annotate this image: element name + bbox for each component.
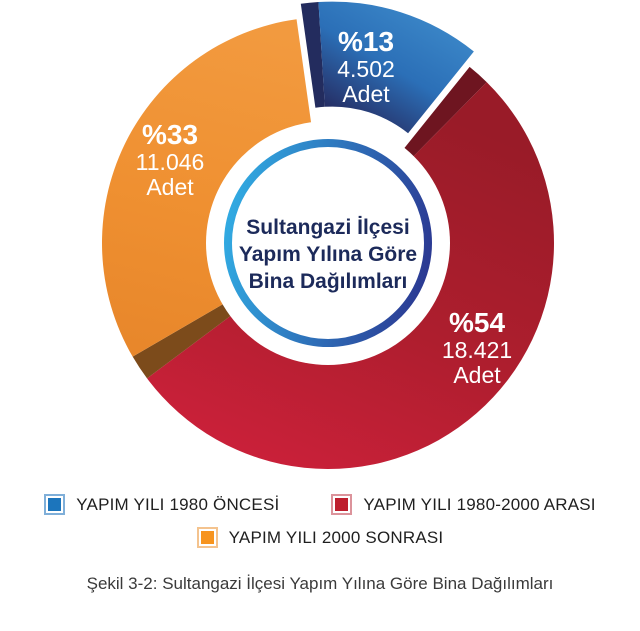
donut-chart: %13 4.502 Adet %54 18.421 Adet %33 11.04… — [102, 1, 555, 469]
legend-swatch-red-icon — [331, 494, 353, 515]
slice-edge-1980-2000-arasi — [403, 66, 487, 157]
slice-2000-sonrasi — [102, 19, 312, 379]
center-title-line: Bina Dağılımları — [248, 270, 408, 293]
figure-caption: Şekil 3-2: Sultangazi İlçesi Yapım Yılın… — [86, 574, 554, 593]
slice-edge-1980-oncesi — [300, 1, 325, 108]
legend-swatch-orange-icon — [196, 527, 218, 548]
slice-body-2000-sonrasi — [102, 19, 312, 357]
legend-label: YAPIM YILI 1980 ÖNCESİ — [76, 494, 280, 514]
legend-item-2000-sonrasi: YAPIM YILI 2000 SONRASI — [196, 527, 444, 548]
center-title-line: Yapım Yılına Göre — [238, 243, 418, 266]
center-title-line: Sultangazi İlçesi — [246, 216, 410, 239]
donut-chart-svg — [102, 1, 555, 469]
legend-item-1980-oncesi: YAPIM YILI 1980 ÖNCESİ — [44, 494, 279, 515]
legend-label: YAPIM YILI 2000 SONRASI — [228, 527, 444, 547]
donut-center-title: Sultangazi İlçesi Yapım Yılına Göre Bina… — [213, 214, 443, 295]
slice-1980-2000-arasi — [147, 66, 555, 469]
legend-swatch-blue-icon — [44, 494, 66, 515]
chart-legend: YAPIM YILI 1980 ÖNCESİ YAPIM YILI 1980-2… — [0, 494, 640, 548]
legend-row: YAPIM YILI 2000 SONRASI — [0, 527, 640, 548]
legend-row: YAPIM YILI 1980 ÖNCESİ YAPIM YILI 1980-2… — [0, 494, 640, 515]
slice-body-1980-2000-arasi — [147, 82, 555, 469]
slice-body-1980-oncesi — [318, 1, 474, 134]
legend-label: YAPIM YILI 1980-2000 ARASI — [363, 494, 596, 514]
legend-item-1980-2000-arasi: YAPIM YILI 1980-2000 ARASI — [331, 494, 596, 515]
center-ring — [224, 139, 432, 347]
slice-1980-oncesi — [300, 1, 474, 134]
slice-edge-2000-sonrasi — [132, 303, 232, 379]
